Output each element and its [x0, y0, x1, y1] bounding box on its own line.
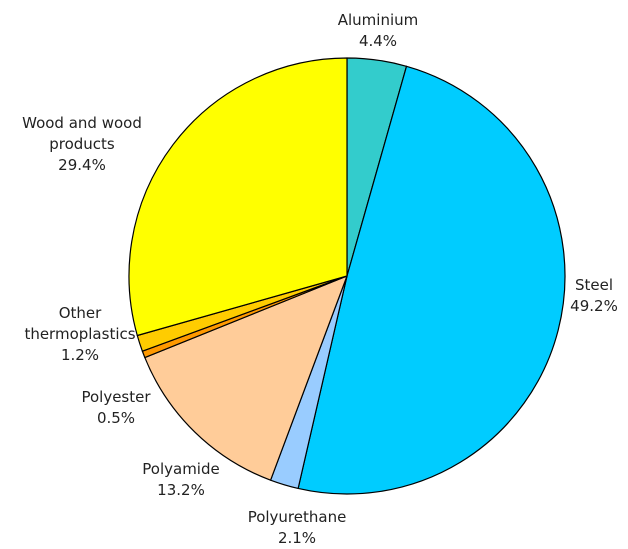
- slice-value-text: 29.4%: [58, 156, 106, 174]
- slice-label: Polyamide 13.2%: [142, 460, 219, 499]
- slice-name-text: Other: [59, 304, 102, 322]
- slice-value-text: 1.2%: [61, 346, 99, 364]
- slice-label: Polyurethane 2.1%: [248, 508, 347, 547]
- slice-steel: [297, 65, 566, 495]
- slice-label: Other thermoplastics 1.2%: [24, 304, 135, 364]
- slice-value-text: 13.2%: [157, 481, 205, 499]
- slice-wood-and-wood-products: [128, 57, 348, 337]
- slice-name-text: products: [49, 135, 115, 153]
- slice-value-text: 0.5%: [97, 409, 135, 427]
- slice-name-text: Steel: [575, 276, 613, 294]
- pie-labels: Aluminium 4.4%Steel 49.2%Polyurethane 2.1%P…: [22, 11, 618, 547]
- slice-label: Aluminium 4.4%: [338, 11, 419, 50]
- slice-label: Steel 49.2%: [570, 276, 618, 315]
- slice-name-text: Aluminium: [338, 11, 419, 29]
- slice-name-text: Polyurethane: [248, 508, 347, 526]
- slice-name-text: Polyester: [81, 388, 151, 406]
- slice-polyamide: [144, 275, 348, 481]
- slice-label: Polyester 0.5%: [81, 388, 151, 427]
- slice-value-text: 2.1%: [278, 529, 316, 547]
- slice-value-text: 4.4%: [359, 32, 397, 50]
- slice-label: Wood and wood products 29.4%: [22, 114, 142, 174]
- slice-name-text: Wood and wood: [22, 114, 142, 132]
- pie-slices: [128, 57, 566, 495]
- slice-name-text: thermoplastics: [24, 325, 135, 343]
- slice-value-text: 49.2%: [570, 297, 618, 315]
- slice-name-text: Polyamide: [142, 460, 219, 478]
